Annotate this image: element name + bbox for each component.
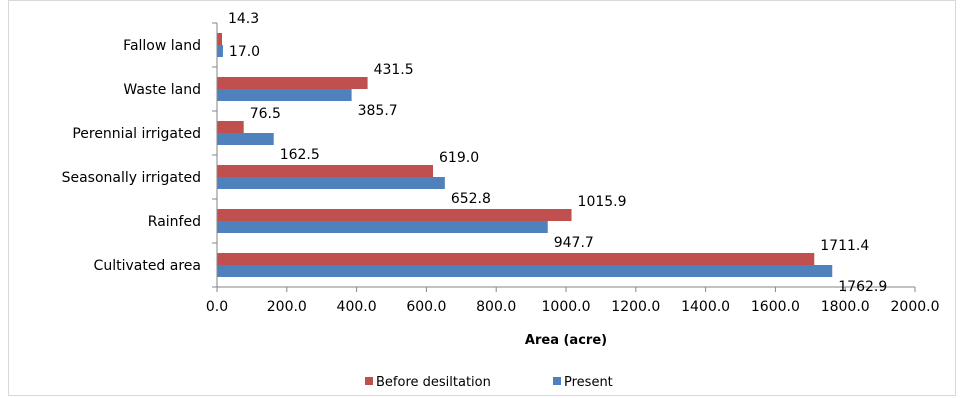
x-tick-label: 0.0 [206,299,228,315]
category-label: Rainfed [148,214,201,230]
bar-present [217,265,833,277]
category-label: Waste land [123,82,201,98]
category-label: Fallow land [123,38,201,54]
x-tick-label: 1400.0 [681,299,730,315]
data-label: 385.7 [358,103,398,119]
chart-frame: 0.0 200.0 400.0 600.0 800.0 1000.0 1200.0 1400.… [8,0,956,396]
data-label: 14.3 [228,11,259,27]
data-label: 17.0 [229,44,260,60]
x-tick-label: 400.0 [337,299,377,315]
x-tick-label: 1800.0 [821,299,870,315]
legend-label-before: Before desiltation [376,375,491,390]
x-tick-label: 2000.0 [891,299,940,315]
x-tick-label: 1600.0 [751,299,800,315]
labels-layer: Cultivated area 1711.4 1762.9 Rainfed 1015.9… [62,11,888,295]
data-label: 1762.9 [838,279,887,295]
bars-layer [217,33,833,277]
data-label: 1711.4 [820,238,869,254]
x-axis-title: Area (acre) [525,333,607,348]
bar-present [217,177,445,189]
category-label: Perennial irrigated [72,126,201,142]
bar-before [217,121,244,133]
legend: Before desiltation Present [365,375,613,390]
bar-before [217,33,222,45]
x-tick-label: 800.0 [476,299,516,315]
legend-label-present: Present [564,375,613,390]
data-label: 76.5 [250,106,281,122]
data-label: 619.0 [439,150,479,166]
bar-before [217,209,572,221]
bar-present [217,89,352,101]
x-tick-label: 600.0 [406,299,446,315]
data-label: 652.8 [451,191,491,207]
bar-before [217,77,368,89]
data-label: 947.7 [554,235,594,251]
data-label: 431.5 [374,62,414,78]
x-tick-label: 200.0 [267,299,307,315]
category-label: Seasonally irrigated [62,170,201,186]
bar-present [217,221,548,233]
x-tick-label: 1200.0 [611,299,660,315]
x-tick-label: 1000.0 [542,299,591,315]
bar-before [217,253,815,265]
legend-swatch-present [553,377,561,385]
bar-present [217,45,223,57]
data-label: 162.5 [280,147,320,163]
legend-swatch-before [365,377,373,385]
bar-before [217,165,434,177]
data-label: 1015.9 [578,194,627,210]
axis-layer: 0.0 200.0 400.0 600.0 800.0 1000.0 1200.0 1400.… [206,22,940,315]
category-label: Cultivated area [94,258,201,274]
bar-chart: 0.0 200.0 400.0 600.0 800.0 1000.0 1200.0 1400.… [62,11,940,390]
bar-present [217,133,274,145]
